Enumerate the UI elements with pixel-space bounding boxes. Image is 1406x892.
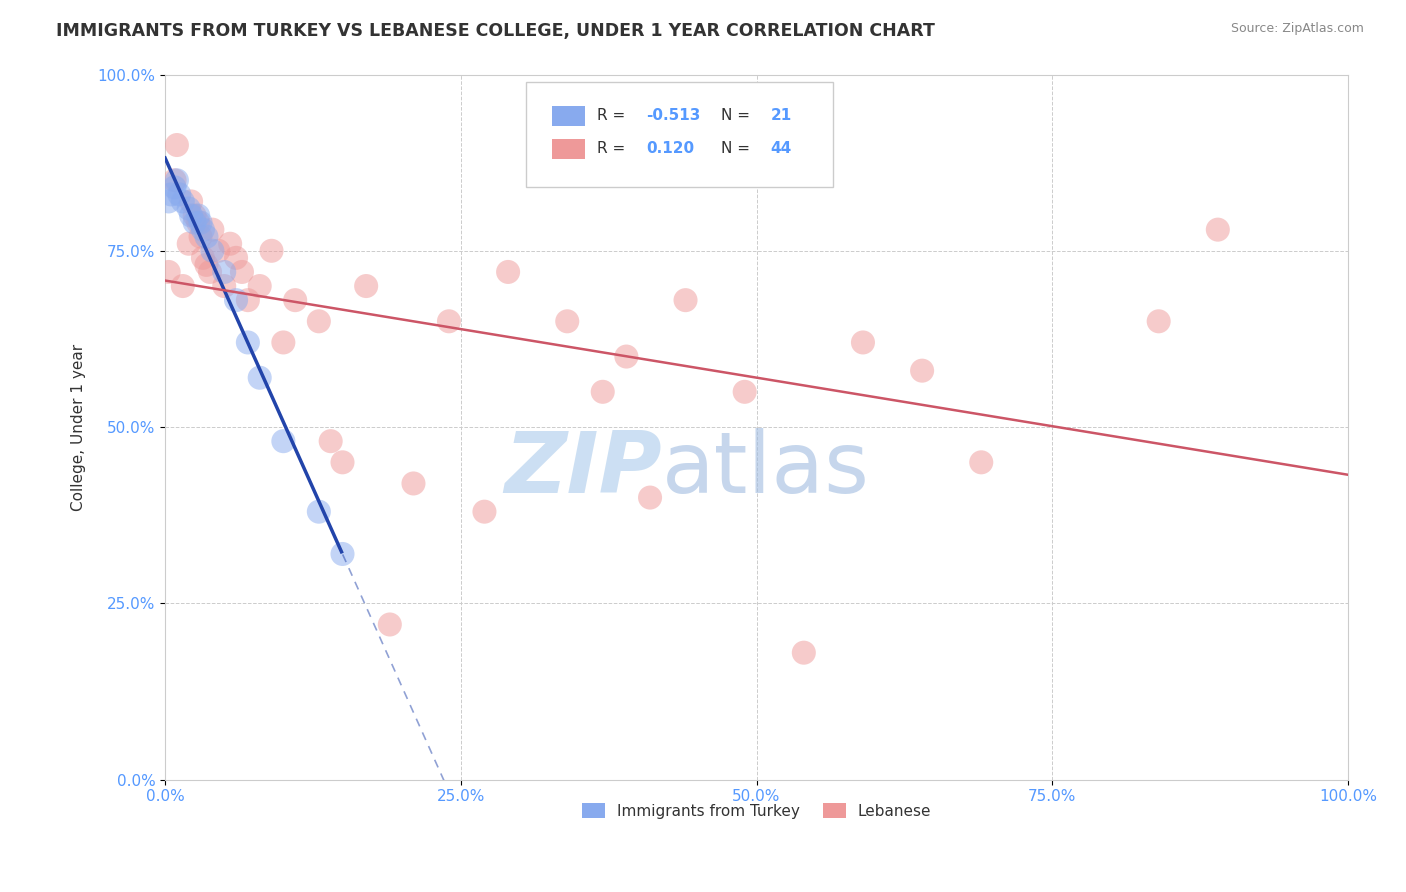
Point [225,293,247,307]
Point [496,265,519,279]
Point [273,434,295,449]
Point [219,236,242,251]
Point [169,187,191,202]
Point [163,180,186,194]
Point [198,265,221,279]
Point [592,384,614,399]
Point [160,187,183,202]
Point [284,293,307,307]
Point [163,173,186,187]
Point [212,279,235,293]
FancyBboxPatch shape [553,139,585,159]
Point [1147,314,1170,328]
Text: 0.120: 0.120 [647,141,695,156]
Text: R =: R = [596,141,630,156]
Point [177,236,200,251]
Point [166,173,188,187]
Point [201,222,224,236]
Point [273,335,295,350]
Point [177,202,200,216]
Point [616,350,638,364]
Text: 44: 44 [770,141,792,156]
Point [911,364,934,378]
Point [793,646,815,660]
Point [172,279,194,293]
Point [260,244,283,258]
Text: R =: R = [596,108,630,123]
Point [191,222,214,236]
Text: Source: ZipAtlas.com: Source: ZipAtlas.com [1230,22,1364,36]
Y-axis label: College, Under 1 year: College, Under 1 year [72,343,86,510]
Point [190,229,212,244]
Point [183,209,205,223]
Point [195,229,218,244]
Point [195,258,218,272]
Point [183,216,205,230]
Point [157,194,180,209]
Point [212,265,235,279]
Point [225,251,247,265]
FancyBboxPatch shape [553,106,585,126]
Legend: Immigrants from Turkey, Lebanese: Immigrants from Turkey, Lebanese [575,797,938,825]
Point [207,244,229,258]
Text: IMMIGRANTS FROM TURKEY VS LEBANESE COLLEGE, UNDER 1 YEAR CORRELATION CHART: IMMIGRANTS FROM TURKEY VS LEBANESE COLLE… [56,22,935,40]
Text: N =: N = [721,108,755,123]
Point [354,279,377,293]
Point [180,194,202,209]
Point [378,617,401,632]
Point [474,505,496,519]
Point [180,209,202,223]
Text: 21: 21 [770,108,792,123]
Point [308,314,330,328]
Point [190,216,212,230]
Point [1206,222,1229,236]
Point [852,335,875,350]
Text: ZIP: ZIP [505,428,662,511]
Point [734,384,756,399]
Point [675,293,697,307]
Point [231,265,253,279]
Point [319,434,342,449]
Point [172,194,194,209]
Point [638,491,661,505]
Point [437,314,460,328]
Point [332,547,354,561]
Text: atlas: atlas [662,428,870,511]
FancyBboxPatch shape [526,81,834,187]
Point [166,138,188,153]
Point [970,455,993,469]
Point [249,370,271,384]
Point [187,216,209,230]
Point [402,476,425,491]
Text: N =: N = [721,141,755,156]
Point [157,265,180,279]
Point [332,455,354,469]
Point [201,244,224,258]
Point [555,314,578,328]
Text: -0.513: -0.513 [647,108,700,123]
Point [236,335,259,350]
Point [249,279,271,293]
Point [191,251,214,265]
Point [187,209,209,223]
Point [236,293,259,307]
Point [308,505,330,519]
